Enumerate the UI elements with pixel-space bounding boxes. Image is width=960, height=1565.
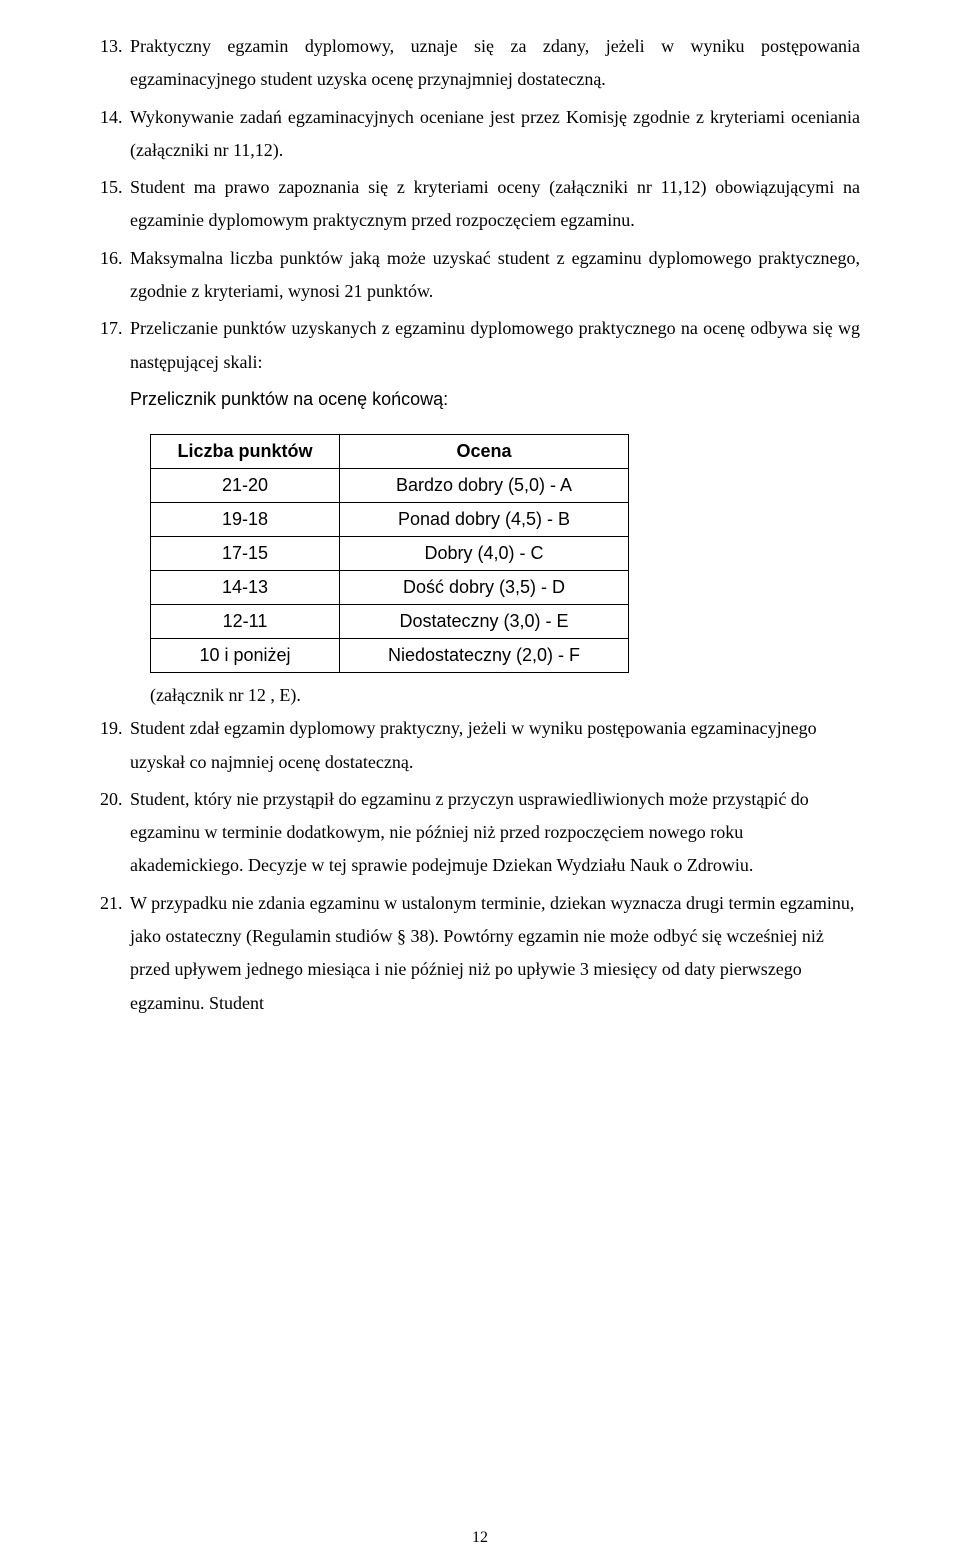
item-text: Przeliczanie punktów uzyskanych z egzami… xyxy=(130,312,860,379)
item-number: 14. xyxy=(100,101,130,168)
table-cell-grade: Dobry (4,0) - C xyxy=(340,537,629,571)
table-header-grade: Ocena xyxy=(340,435,629,469)
table-cell-grade: Niedostateczny (2,0) - F xyxy=(340,639,629,673)
table-cell-points: 21-20 xyxy=(151,469,340,503)
list-item-21: 21. W przypadku nie zdania egzaminu w us… xyxy=(100,887,860,1020)
table-row: 12-11 Dostateczny (3,0) - E xyxy=(151,605,629,639)
attachment-note: (załącznik nr 12 , E). xyxy=(150,685,860,706)
item-number: 15. xyxy=(100,171,130,238)
list-item-16: 16. Maksymalna liczba punktów jaką może … xyxy=(100,242,860,309)
item-text: Praktyczny egzamin dyplomowy, uznaje się… xyxy=(130,30,860,97)
page-number: 12 xyxy=(0,1529,960,1547)
table-row: 19-18 Ponad dobry (4,5) - B xyxy=(151,503,629,537)
table-row: 10 i poniżej Niedostateczny (2,0) - F xyxy=(151,639,629,673)
table-header-points: Liczba punktów xyxy=(151,435,340,469)
item-number: 13. xyxy=(100,30,130,97)
document-page: 13. Praktyczny egzamin dyplomowy, uznaje… xyxy=(0,0,960,1565)
list-item-20: 20. Student, który nie przystąpił do egz… xyxy=(100,783,860,883)
table-cell-grade: Dostateczny (3,0) - E xyxy=(340,605,629,639)
table-cell-points: 10 i poniżej xyxy=(151,639,340,673)
table-row: 17-15 Dobry (4,0) - C xyxy=(151,537,629,571)
table-cell-points: 12-11 xyxy=(151,605,340,639)
item-text: Student, który nie przystąpił do egzamin… xyxy=(130,783,860,883)
grade-table: Liczba punktów Ocena 21-20 Bardzo dobry … xyxy=(150,434,629,673)
item-number: 16. xyxy=(100,242,130,309)
table-cell-points: 19-18 xyxy=(151,503,340,537)
table-header-row: Liczba punktów Ocena xyxy=(151,435,629,469)
table-cell-grade: Dość dobry (3,5) - D xyxy=(340,571,629,605)
item-text: Student ma prawo zapoznania się z kryter… xyxy=(130,171,860,238)
item-text: Maksymalna liczba punktów jaką może uzys… xyxy=(130,242,860,309)
item-number: 21. xyxy=(100,887,130,1020)
item-number: 17. xyxy=(100,312,130,379)
list-item-14: 14. Wykonywanie zadań egzaminacyjnych oc… xyxy=(100,101,860,168)
table-row: 14-13 Dość dobry (3,5) - D xyxy=(151,571,629,605)
item-17-subtext: Przelicznik punktów na ocenę końcową: xyxy=(130,383,860,416)
table-cell-grade: Ponad dobry (4,5) - B xyxy=(340,503,629,537)
table-row: 21-20 Bardzo dobry (5,0) - A xyxy=(151,469,629,503)
table-cell-points: 17-15 xyxy=(151,537,340,571)
item-text: Student zdał egzamin dyplomowy praktyczn… xyxy=(130,712,860,779)
grade-table-wrap: Liczba punktów Ocena 21-20 Bardzo dobry … xyxy=(150,434,860,673)
item-number: 20. xyxy=(100,783,130,883)
item-text: W przypadku nie zdania egzaminu w ustalo… xyxy=(130,887,860,1020)
list-item-13: 13. Praktyczny egzamin dyplomowy, uznaje… xyxy=(100,30,860,97)
table-cell-grade: Bardzo dobry (5,0) - A xyxy=(340,469,629,503)
item-number: 19. xyxy=(100,712,130,779)
table-cell-points: 14-13 xyxy=(151,571,340,605)
item-text-main: Przeliczanie punktów uzyskanych z egzami… xyxy=(130,318,860,371)
list-item-15: 15. Student ma prawo zapoznania się z kr… xyxy=(100,171,860,238)
list-item-19: 19. Student zdał egzamin dyplomowy prakt… xyxy=(100,712,860,779)
item-text: Wykonywanie zadań egzaminacyjnych ocenia… xyxy=(130,101,860,168)
list-item-17: 17. Przeliczanie punktów uzyskanych z eg… xyxy=(100,312,860,379)
